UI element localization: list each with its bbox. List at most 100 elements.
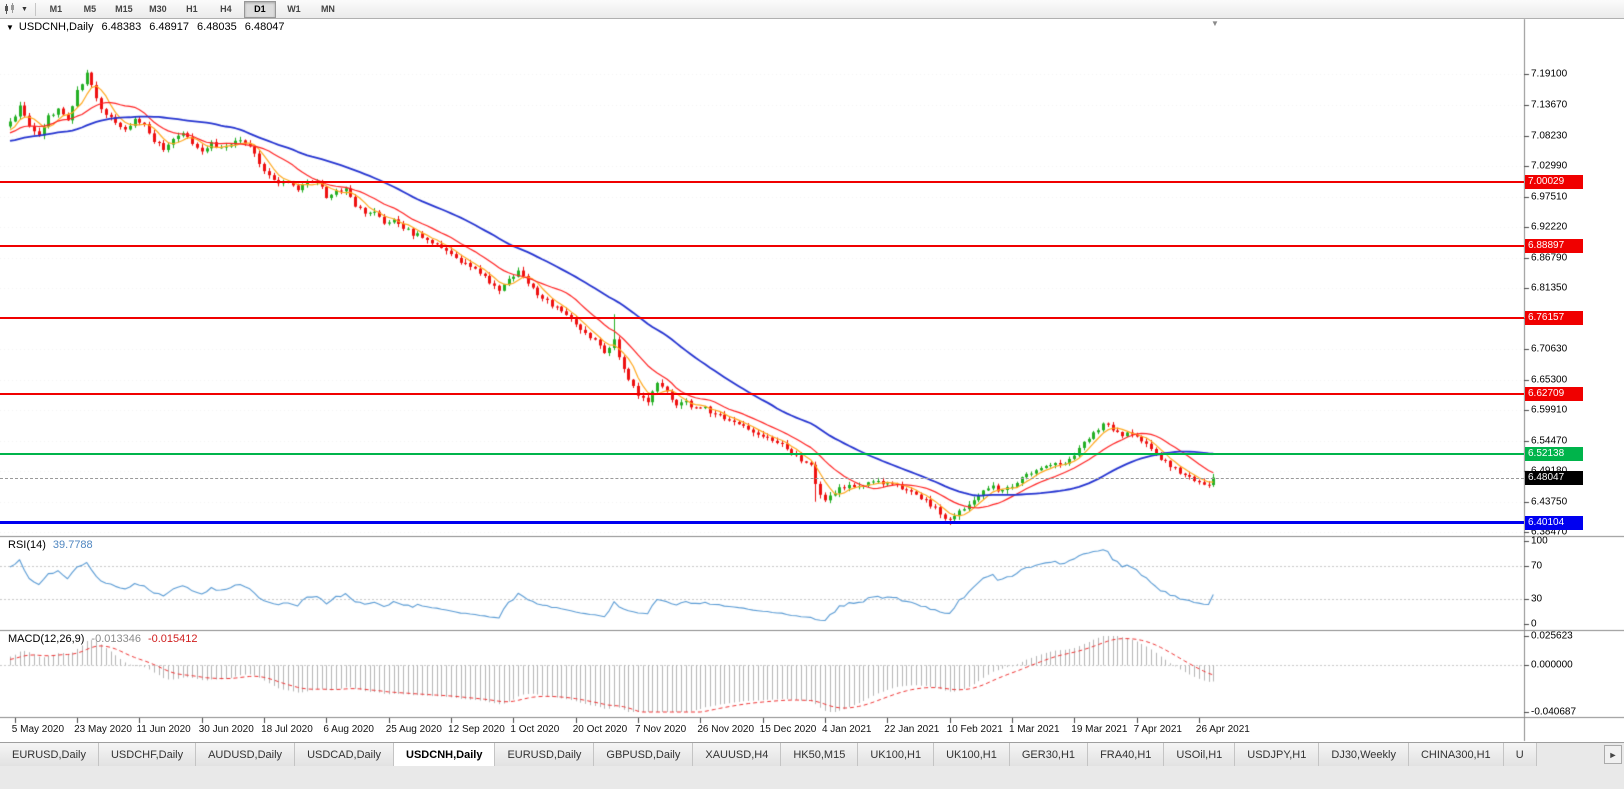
- chart-shift-marker-icon[interactable]: ▼: [1211, 19, 1219, 28]
- macd-indicator-label: MACD(12,26,9) -0.013346 -0.015412: [8, 633, 198, 645]
- current-price-line: [0, 477, 1524, 479]
- chart-tab-u[interactable]: U: [1503, 743, 1537, 766]
- price-axis-tick: 7.08230: [1531, 130, 1568, 142]
- price-axis-tick: 7.13670: [1531, 99, 1568, 111]
- macd-name: MACD(12,26,9): [8, 633, 85, 645]
- price-axis-tick: 6.86790: [1531, 252, 1568, 264]
- toolbar-divider: [34, 2, 36, 16]
- timeframe-button-h1[interactable]: H1: [186, 4, 198, 14]
- horizontal-level-line-6.76157[interactable]: [0, 316, 1524, 319]
- timeframe-button-d1[interactable]: D1: [243, 0, 276, 18]
- date-axis-label: 5 May 2020: [11, 724, 65, 735]
- chart-tab-china300-h1[interactable]: CHINA300,H1: [1408, 743, 1504, 766]
- chart-tab-usdchf-daily[interactable]: USDCHF,Daily: [98, 743, 197, 766]
- horizontal-level-line-6.40104[interactable]: [0, 521, 1524, 525]
- chart-symbol-period: USDCNH,Daily: [18, 21, 94, 33]
- timeframe-button-m15[interactable]: M15: [115, 4, 133, 14]
- price-level-badge-6.88897: 6.88897: [1525, 238, 1583, 253]
- date-axis-label: 23 May 2020: [74, 724, 132, 735]
- symbol-dropdown-icon[interactable]: ▼: [6, 22, 14, 32]
- ohlc-low: 6.48035: [197, 21, 237, 33]
- current-price-badge: 6.48047: [1525, 470, 1583, 485]
- timeframe-buttons: M1 M5 M15 M30 H1 H4 D1 W1 MN: [40, 0, 346, 18]
- chart-type-dropdown-icon[interactable]: ▼: [21, 5, 28, 13]
- rsi-name: RSI(14): [8, 539, 46, 551]
- date-axis-label: 1 Mar 2021: [1008, 724, 1060, 735]
- date-axis-label: 19 Mar 2021: [1071, 724, 1128, 735]
- chart-tab-bar: EURUSD,Daily USDCHF,Daily AUDUSD,Daily USDC…: [0, 742, 1624, 766]
- price-axis-tick: 6.65300: [1531, 374, 1568, 386]
- date-axis-label: 7 Apr 2021: [1133, 724, 1182, 735]
- date-axis-label: 18 Jul 2020: [261, 724, 313, 735]
- chart-tab-eurusd-daily[interactable]: EURUSD,Daily: [495, 743, 595, 766]
- tab-scroll-right-button[interactable]: ►: [1604, 745, 1622, 764]
- price-axis-tick: 6.92220: [1531, 221, 1568, 233]
- chart-tab-usdcad-daily[interactable]: USDCAD,Daily: [295, 743, 395, 766]
- macd-axis-tick: 0.000000: [1531, 659, 1573, 671]
- date-axis-label: 4 Jan 2021: [821, 724, 872, 735]
- price-axis-tick: 6.43750: [1531, 496, 1568, 508]
- chart-tab-usdcnh-daily[interactable]: USDCNH,Daily: [394, 743, 496, 766]
- timeframe-button-m1[interactable]: M1: [49, 4, 63, 14]
- chart-tab-uk100-h1[interactable]: UK100,H1: [934, 743, 1010, 766]
- price-level-badge-6.62709: 6.62709: [1525, 387, 1583, 402]
- date-axis-label: 1 Oct 2020: [510, 724, 560, 735]
- price-axis-tick: 6.38470: [1531, 526, 1568, 538]
- horizontal-level-line-6.88897[interactable]: [0, 244, 1524, 247]
- rsi-axis-tick: 70: [1531, 560, 1543, 572]
- chart-title: ▼ USDCNH,Daily 6.48383 6.48917 6.48035 6…: [6, 21, 285, 33]
- date-axis-label: 22 Jan 2021: [884, 724, 940, 735]
- price-level-badge-6.40104: 6.40104: [1525, 515, 1583, 530]
- price-axis-tick: 7.02990: [1531, 160, 1568, 171]
- macd-main-value: -0.013346: [91, 633, 141, 645]
- date-axis-label: 26 Apr 2021: [1195, 724, 1250, 735]
- date-axis-label: 20 Oct 2020: [572, 724, 628, 735]
- rsi-axis-tick: 0: [1531, 618, 1537, 630]
- chart-type-icon[interactable]: [4, 3, 19, 15]
- date-axis-label: 15 Dec 2020: [759, 724, 817, 735]
- price-level-badge-6.52138: 6.52138: [1525, 447, 1583, 462]
- price-axis-tick: 6.59910: [1531, 404, 1568, 416]
- chart-tab-usdjpy-h1[interactable]: USDJPY,H1: [1235, 743, 1320, 766]
- chart-tab-fra40-h1[interactable]: FRA40,H1: [1088, 743, 1165, 766]
- ohlc-open: 6.48383: [101, 21, 142, 33]
- ohlc-high: 6.48917: [149, 21, 190, 33]
- timeframe-button-w1[interactable]: W1: [287, 4, 301, 14]
- bottom-strip: [0, 765, 1624, 789]
- macd-axis-tick: 0.025623: [1531, 630, 1573, 642]
- chart-tab-eurusd-daily[interactable]: EURUSD,Daily: [0, 743, 99, 766]
- date-axis-label: 25 Aug 2020: [385, 724, 442, 735]
- chart-tab-xauusd-h4[interactable]: XAUUSD,H4: [693, 743, 782, 766]
- macd-signal-value: -0.015412: [147, 633, 198, 645]
- chart-tab-usoil-h1[interactable]: USOil,H1: [1164, 743, 1236, 766]
- chart-tab-dj30-weekly[interactable]: DJ30,Weekly: [1319, 743, 1409, 766]
- macd-axis-tick: -0.040687: [1531, 706, 1577, 718]
- horizontal-level-line-7.00029[interactable]: [0, 181, 1524, 184]
- chart-tab-ger30-h1[interactable]: GER30,H1: [1009, 743, 1089, 766]
- date-axis-label: 11 Jun 2020: [136, 724, 191, 735]
- rsi-value: 39.7788: [52, 539, 93, 551]
- timeframe-button-mn[interactable]: MN: [320, 4, 335, 14]
- price-axis-tick: 6.54470: [1531, 435, 1568, 447]
- chart-tab-audusd-daily[interactable]: AUDUSD,Daily: [196, 743, 296, 766]
- timeframe-button-h4[interactable]: H4: [220, 4, 232, 14]
- date-axis-label: 26 Nov 2020: [697, 724, 755, 735]
- rsi-indicator-label: RSI(14) 39.7788: [8, 539, 93, 551]
- chart-tab-gbpusd-daily[interactable]: GBPUSD,Daily: [594, 743, 694, 766]
- chart-tab-hk50-m15[interactable]: HK50,M15: [781, 743, 859, 766]
- price-axis-tick: 6.81350: [1531, 282, 1568, 294]
- date-axis-label: 10 Feb 2021: [946, 724, 1003, 735]
- horizontal-level-line-6.62709[interactable]: [0, 393, 1524, 396]
- price-axis-tick: 7.19100: [1531, 68, 1568, 80]
- rsi-axis-tick: 100: [1531, 535, 1548, 547]
- timeframe-button-m30[interactable]: M30: [149, 4, 167, 14]
- timeframe-button-m5[interactable]: M5: [83, 4, 97, 14]
- ohlc-close: 6.48047: [244, 21, 285, 33]
- chart-plot-area[interactable]: [0, 0, 1624, 745]
- price-axis-tick: 6.97510: [1531, 191, 1568, 203]
- date-axis-label: 12 Sep 2020: [448, 724, 505, 735]
- horizontal-level-line-6.52138[interactable]: [0, 453, 1524, 456]
- date-axis-label: 7 Nov 2020: [635, 724, 687, 735]
- chart-tab-uk100-h1[interactable]: UK100,H1: [858, 743, 935, 766]
